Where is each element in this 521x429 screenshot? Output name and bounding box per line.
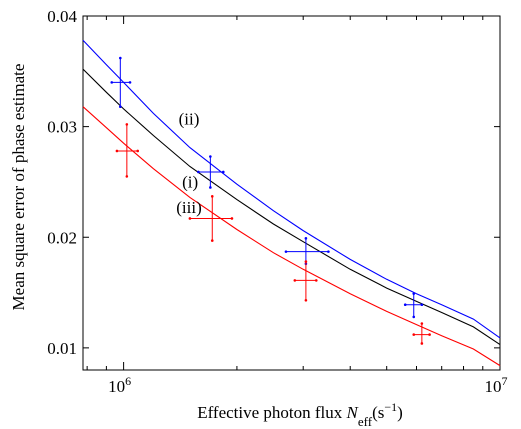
data-point xyxy=(110,56,132,109)
error-bar-end xyxy=(115,149,119,153)
error-bar-end xyxy=(403,303,407,307)
curve-label: (i) xyxy=(182,172,198,191)
y-tick-label: 0.01 xyxy=(47,339,77,358)
error-bar-end xyxy=(119,56,122,60)
y-tick-label: 0.02 xyxy=(47,228,77,247)
error-bar-end xyxy=(209,186,212,189)
error-bar-end xyxy=(412,333,416,336)
error-bar-end xyxy=(412,292,416,295)
error-bar-end xyxy=(327,250,330,253)
error-bar-end xyxy=(284,250,288,253)
error-bar-end xyxy=(420,322,424,325)
error-bar-end xyxy=(304,237,308,240)
data-point xyxy=(115,123,140,178)
error-bar-end xyxy=(428,333,431,336)
data-point xyxy=(403,292,424,319)
y-tick-label: 0.04 xyxy=(47,7,77,26)
error-bar-end xyxy=(210,239,214,242)
series-curve xyxy=(82,106,501,367)
data-point xyxy=(412,322,431,345)
y-tick-label: 0.03 xyxy=(47,118,77,137)
error-bar-end xyxy=(230,217,234,220)
curve-label: (iii) xyxy=(176,198,202,217)
y-axis-label: Mean square error of phase estimate xyxy=(9,64,28,311)
error-bar-end xyxy=(125,175,129,178)
error-bar-end xyxy=(119,105,122,109)
x-tick-label: 107 xyxy=(485,374,508,396)
error-bar-end xyxy=(136,149,140,153)
error-bar-end xyxy=(420,303,424,307)
error-bar-end xyxy=(110,81,114,84)
data-point xyxy=(188,195,234,242)
error-bar-end xyxy=(221,170,225,174)
error-bar-end xyxy=(125,123,129,126)
error-bar-end xyxy=(304,299,308,302)
error-bar-end xyxy=(210,195,214,198)
series-curve xyxy=(82,39,501,339)
curve-label: (ii) xyxy=(179,109,200,128)
plot-frame xyxy=(82,15,501,371)
error-bar-end xyxy=(304,260,308,263)
series-curve xyxy=(82,68,501,346)
error-bar-end xyxy=(420,342,424,345)
x-tick-label: 106 xyxy=(108,374,131,396)
error-bar-end xyxy=(209,155,212,158)
data-point xyxy=(293,260,318,302)
error-bar-end xyxy=(188,217,192,220)
error-bar-end xyxy=(293,279,297,282)
data-point xyxy=(197,155,225,189)
error-bar-end xyxy=(197,170,200,174)
x-axis-label: Effective photon flux Neff(s−1) xyxy=(197,400,403,429)
data-point xyxy=(284,237,330,266)
error-bar-end xyxy=(314,279,318,282)
error-bar-end xyxy=(128,81,132,84)
error-bar-end xyxy=(412,315,416,319)
